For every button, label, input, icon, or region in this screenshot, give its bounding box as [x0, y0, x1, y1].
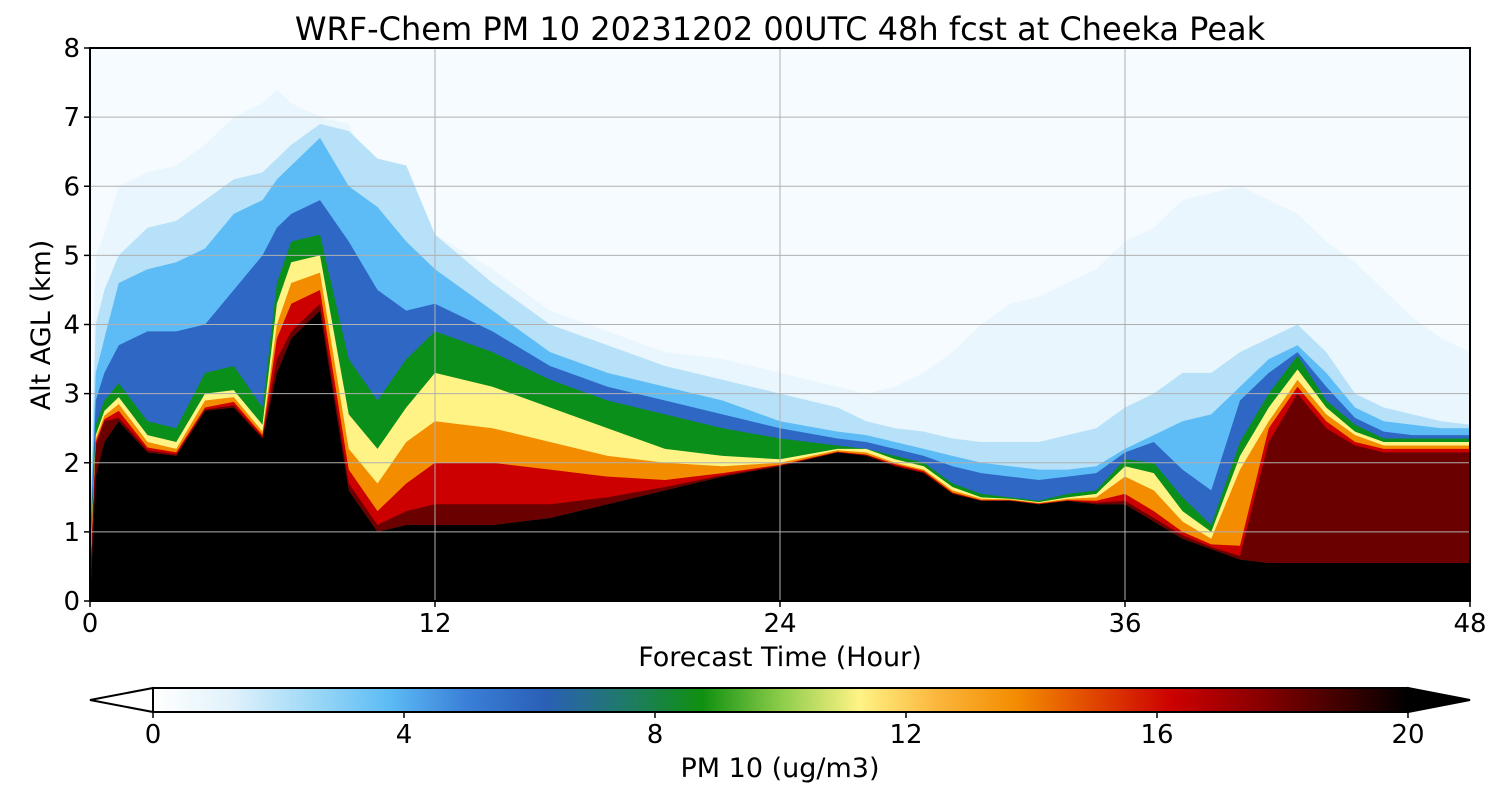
colorbar-body [152, 687, 1409, 713]
x-tick-label: 12 [418, 609, 451, 639]
plot-area [90, 48, 1470, 601]
colorbar-tick-label: 4 [396, 720, 413, 750]
y-tick-label: 1 [63, 518, 80, 548]
y-tick-label: 6 [63, 172, 80, 202]
colorbar-tick-label: 20 [1391, 720, 1424, 750]
y-axis-label: Alt AGL (km) [26, 240, 57, 411]
colorbar: 0 4 8 12 16 20 PM 10 (ug/m3) [89, 686, 1471, 784]
y-tick-label: 2 [63, 449, 80, 479]
x-axis-ticks: 0 12 24 36 48 [82, 601, 1487, 639]
y-tick-label: 5 [63, 241, 80, 271]
x-tick-label: 36 [1108, 609, 1141, 639]
colorbar-ticks: 0 4 8 12 16 20 [145, 712, 1425, 750]
colorbar-tick-label: 16 [1140, 720, 1173, 750]
y-tick-label: 0 [63, 587, 80, 617]
y-tick-label: 3 [63, 380, 80, 410]
colorbar-tick-label: 0 [145, 720, 162, 750]
colorbar-extend-max [1407, 686, 1471, 714]
colorbar-tick-label: 12 [889, 720, 922, 750]
y-tick-label: 4 [63, 311, 80, 341]
x-tick-label: 48 [1453, 609, 1486, 639]
colorbar-extend-min [89, 686, 154, 714]
colorbar-label: PM 10 (ug/m3) [681, 753, 880, 784]
colorbar-tick-label: 8 [647, 720, 664, 750]
gridlines [90, 48, 1470, 601]
x-tick-label: 24 [763, 609, 796, 639]
chart-title: WRF-Chem PM 10 20231202 00UTC 48h fcst a… [295, 10, 1266, 48]
x-tick-label: 0 [82, 609, 99, 639]
y-tick-label: 8 [63, 34, 80, 64]
y-axis-ticks: 0 1 2 3 4 5 6 7 8 [63, 34, 90, 617]
x-axis-label: Forecast Time (Hour) [638, 642, 922, 673]
y-tick-label: 7 [63, 103, 80, 133]
